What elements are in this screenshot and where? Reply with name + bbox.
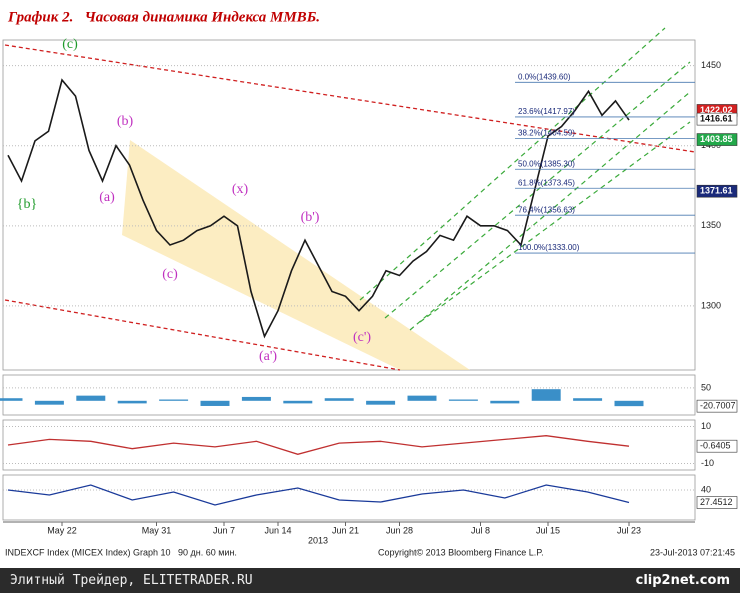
y-tick-label: 1300: [701, 300, 721, 310]
wave-label: {b}: [17, 197, 37, 212]
indicator-bar: [76, 395, 106, 401]
indicator-bar: [0, 398, 23, 401]
y-tick-label: 1350: [701, 220, 721, 230]
x-tick-label: Jun 21: [332, 525, 359, 535]
y-tick-label: 50: [701, 382, 711, 392]
chart-title: График 2. Часовая динамика Индекса ММВБ.: [7, 9, 320, 25]
indicator-bar: [34, 400, 64, 405]
channel-line: [359, 27, 666, 301]
indicator-bar: [241, 396, 271, 401]
fib-label: 50.0%(1385.30): [518, 159, 575, 168]
footer-timestamp: 23-Jul-2013 07:21:45: [650, 547, 735, 557]
logo[interactable]: clip2net.com: [635, 573, 730, 588]
y-tick-label: 10: [701, 421, 711, 431]
wave-label: (b'): [301, 210, 320, 225]
value-tag: -0.6405: [700, 441, 731, 451]
wave-label: (a'): [259, 349, 277, 364]
indicator-line: [7, 435, 630, 455]
channel-line: [419, 121, 691, 323]
value-tag-box: [696, 399, 738, 413]
panel-frame: [2, 374, 696, 416]
x-tick-label: May 31: [142, 525, 172, 535]
wave-label: (c): [162, 267, 178, 282]
fib-label: 100.0%(1333.00): [518, 243, 580, 252]
indicator-bar: [324, 398, 354, 401]
year-label: 2013: [308, 535, 328, 545]
wedge: [122, 140, 470, 370]
fib-label: 38.2%(1404.59): [518, 128, 575, 137]
footer-copyright: Copyright© 2013 Bloomberg Finance L.P.: [378, 547, 544, 557]
value-tag: 27.4512: [700, 497, 733, 507]
trend-line: [4, 299, 401, 371]
channel-line: [384, 61, 691, 319]
wave-label: (c): [62, 37, 78, 52]
y-tick-label: 40: [701, 484, 711, 494]
fib-label: 61.8%(1373.45): [518, 178, 575, 187]
indicator-bar: [283, 400, 313, 404]
fib-label: 0.0%(1439.60): [518, 72, 571, 81]
indicator-bar: [200, 400, 230, 406]
value-tag-box: [696, 439, 738, 453]
x-tick-label: May 22: [47, 525, 77, 535]
wave-label: (x): [232, 182, 249, 197]
x-tick-label: Jul 8: [471, 525, 490, 535]
value-tag: -20.7007: [700, 401, 736, 411]
panel-frame: [2, 474, 696, 521]
bottom-bar: Элитный Трейдер, ELITETRADER.RU clip2net…: [0, 568, 740, 593]
panel-frame: [2, 39, 696, 371]
price-tag-box: [696, 133, 738, 146]
indicator-bar: [407, 395, 437, 401]
indicator-bar: [448, 399, 478, 401]
footer-period: 90 дн. 60 мин.: [178, 547, 237, 557]
y-tick-label: 1450: [701, 60, 721, 70]
wave-label: (b): [117, 114, 134, 129]
price-tag: 1403.85: [700, 134, 733, 144]
y-tick-label: -10: [701, 458, 714, 468]
price-tag: 1416.61: [700, 113, 733, 123]
indicator-bar: [159, 399, 189, 401]
price-tag: 1422.02: [700, 105, 733, 115]
value-tag-box: [696, 496, 738, 509]
x-tick-label: Jul 15: [536, 525, 560, 535]
site-label: Элитный Трейдер, ELITETRADER.RU: [10, 573, 253, 588]
x-tick-label: Jun 7: [213, 525, 235, 535]
fib-label: 23.6%(1417.97): [518, 107, 575, 116]
price-line: [7, 78, 630, 339]
x-tick-label: Jun 14: [264, 525, 291, 535]
fib-label: 76.4%(1356.63): [518, 205, 575, 214]
indicator-bar: [366, 400, 396, 405]
price-tag-box: [696, 184, 738, 198]
panel-frame: [2, 419, 696, 471]
indicator-bar: [117, 400, 147, 404]
indicator-bar: [531, 389, 561, 401]
indicator-bar: [490, 400, 520, 404]
wave-label: (c'): [353, 330, 371, 345]
chart: График 2. Часовая динамика Индекса ММВБ.…: [0, 9, 738, 557]
price-tag-box: [696, 112, 738, 126]
trend-line: [4, 44, 696, 153]
channel-line: [409, 91, 691, 331]
footer-source: INDEXCF Index (MICEX Index) Graph 10: [5, 547, 171, 557]
indicator-bar: [573, 398, 603, 401]
x-tick-label: Jul 23: [617, 525, 641, 535]
indicator-line: [7, 484, 630, 506]
wave-label: (a): [99, 190, 115, 205]
indicator-bar: [614, 400, 644, 407]
price-tag: 1371.61: [700, 186, 733, 196]
x-tick-label: Jun 28: [386, 525, 413, 535]
